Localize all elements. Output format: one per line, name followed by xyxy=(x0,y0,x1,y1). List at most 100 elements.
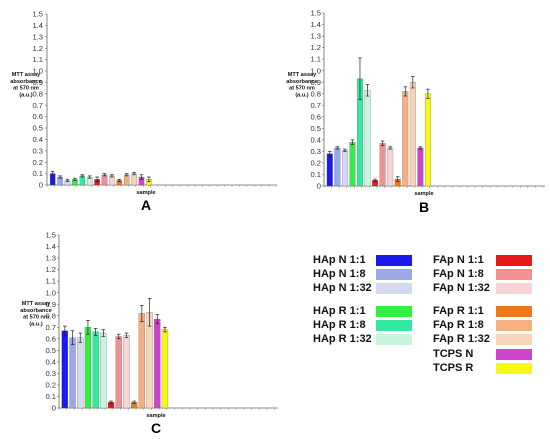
legend-label: HAp R 1:32 xyxy=(313,333,372,345)
y-tick-label: 1.1 xyxy=(32,55,43,64)
bar xyxy=(138,313,145,409)
bar xyxy=(161,329,169,409)
y-tick-label: 0.6 xyxy=(45,334,56,343)
bar xyxy=(334,147,341,187)
y-axis-label: MTT assay xyxy=(288,72,317,78)
y-tick-label: 1.3 xyxy=(45,254,56,263)
y-tick-label: 0.8 xyxy=(45,311,56,320)
panel-label: B xyxy=(419,199,429,215)
y-tick-label: 0.8 xyxy=(32,89,43,98)
legend-label: FAp R 1:32 xyxy=(433,333,490,345)
bar xyxy=(61,330,68,409)
legend-label: HAp N 1:32 xyxy=(313,282,372,294)
legend-swatch xyxy=(376,283,412,294)
x-axis-label: sample xyxy=(136,190,155,196)
y-tick-label: 1.5 xyxy=(310,9,321,18)
y-tick-label: 1.4 xyxy=(32,21,43,30)
panel-label: C xyxy=(151,420,161,436)
y-tick-label: 0.3 xyxy=(32,146,43,155)
bar xyxy=(326,153,333,187)
bar xyxy=(123,335,130,409)
y-axis-label: MTT assay xyxy=(12,72,41,78)
legend-swatch xyxy=(376,255,412,266)
y-tick-label: 1.2 xyxy=(32,44,43,53)
y-tick-label: 0 xyxy=(39,181,43,190)
y-tick-label: 0.7 xyxy=(310,101,321,110)
bar xyxy=(364,90,371,187)
y-tick-label: 0.6 xyxy=(32,112,43,121)
y-tick-label: 0.9 xyxy=(45,300,56,309)
legend-swatch xyxy=(496,306,532,317)
y-tick-label: 1.4 xyxy=(310,20,321,29)
bar xyxy=(69,337,76,409)
y-axis-label: at 570 nm xyxy=(13,86,39,92)
legend-swatch xyxy=(496,349,532,360)
legend-label: FAp R 1:8 xyxy=(433,319,484,331)
legend-swatch xyxy=(496,320,532,331)
bar xyxy=(115,336,122,409)
y-tick-label: 0 xyxy=(52,404,56,413)
bar xyxy=(349,142,356,187)
y-tick-label: 1.3 xyxy=(310,32,321,41)
bar xyxy=(100,332,107,409)
y-tick-label: 1.2 xyxy=(310,43,321,52)
bar xyxy=(123,174,130,186)
y-tick-label: 0.8 xyxy=(310,89,321,98)
chart-panel-b: 0 0.1 0.2 0.3 0.4 0.5 0.6 0.7 0.8 0.9 1.0 1.1 1.2 1.3… xyxy=(286,9,545,215)
y-axis-label: (a.u.) xyxy=(19,92,32,98)
legend-label: HAp R 1:8 xyxy=(313,319,366,331)
bar xyxy=(84,327,92,409)
y-axis-label: MTT assay xyxy=(22,301,51,307)
chart-panel-a: 0 0.1 0.2 0.3 0.4 0.5 0.6 0.7 0.8 0.9 1.0 1.1 1.2 1.3… xyxy=(10,10,277,213)
y-tick-label: 1.0 xyxy=(32,67,43,76)
y-tick-label: 1.5 xyxy=(32,10,43,19)
y-axis-label: (a.u.) xyxy=(29,321,42,327)
legend-label: HAp N 1:8 xyxy=(313,268,366,280)
legend-label: HAp R 1:1 xyxy=(313,305,366,317)
legend-label: FAp N 1:1 xyxy=(433,254,484,266)
legend-label: FAp N 1:8 xyxy=(433,268,484,280)
chart-panel-c: 0 0.1 0.2 0.3 0.4 0.5 0.6 0.7 0.8 0.9 1.0 1.1 1.2 1.3… xyxy=(20,231,278,436)
legend-swatch xyxy=(496,269,532,280)
bar xyxy=(417,147,424,187)
bar xyxy=(92,331,99,409)
y-tick-label: 0.1 xyxy=(310,170,321,179)
y-tick-label: 1.5 xyxy=(45,231,56,240)
bar xyxy=(387,147,394,187)
y-axis-label: (a.u.) xyxy=(295,92,308,98)
bar xyxy=(425,93,431,187)
x-axis-label: sample xyxy=(414,191,433,197)
y-tick-label: 1.2 xyxy=(45,265,56,274)
y-tick-label: 1.3 xyxy=(32,32,43,41)
legend-swatch xyxy=(496,255,532,266)
y-tick-label: 0.1 xyxy=(32,169,43,178)
legend-swatch xyxy=(496,363,532,374)
bar xyxy=(77,337,84,409)
y-axis-label: absorbance xyxy=(286,79,317,85)
y-axis-label: at 570 nm xyxy=(23,315,49,321)
bar xyxy=(154,319,161,409)
legend-swatch xyxy=(376,320,412,331)
legend-swatch xyxy=(376,306,412,317)
bar xyxy=(379,143,386,187)
y-tick-label: 0 xyxy=(317,182,321,191)
y-tick-label: 0.1 xyxy=(45,392,56,401)
y-tick-label: 1.1 xyxy=(310,55,321,64)
legend-swatch xyxy=(376,269,412,280)
y-tick-label: 0.9 xyxy=(32,78,43,87)
y-tick-label: 0.2 xyxy=(310,159,321,168)
y-tick-label: 1.0 xyxy=(45,288,56,297)
y-axis-label: at 570 nm xyxy=(289,86,315,92)
y-tick-label: 0.5 xyxy=(45,346,56,355)
y-tick-label: 1.1 xyxy=(45,277,56,286)
y-tick-label: 1.0 xyxy=(310,66,321,75)
bar xyxy=(341,150,348,187)
legend-swatch xyxy=(496,283,532,294)
y-tick-label: 0.3 xyxy=(45,369,56,378)
y-tick-label: 0.2 xyxy=(45,381,56,390)
legend-label: HAp N 1:1 xyxy=(313,254,366,266)
y-tick-label: 1.4 xyxy=(45,242,56,251)
y-tick-label: 0.3 xyxy=(310,147,321,156)
y-tick-label: 0.5 xyxy=(32,124,43,133)
